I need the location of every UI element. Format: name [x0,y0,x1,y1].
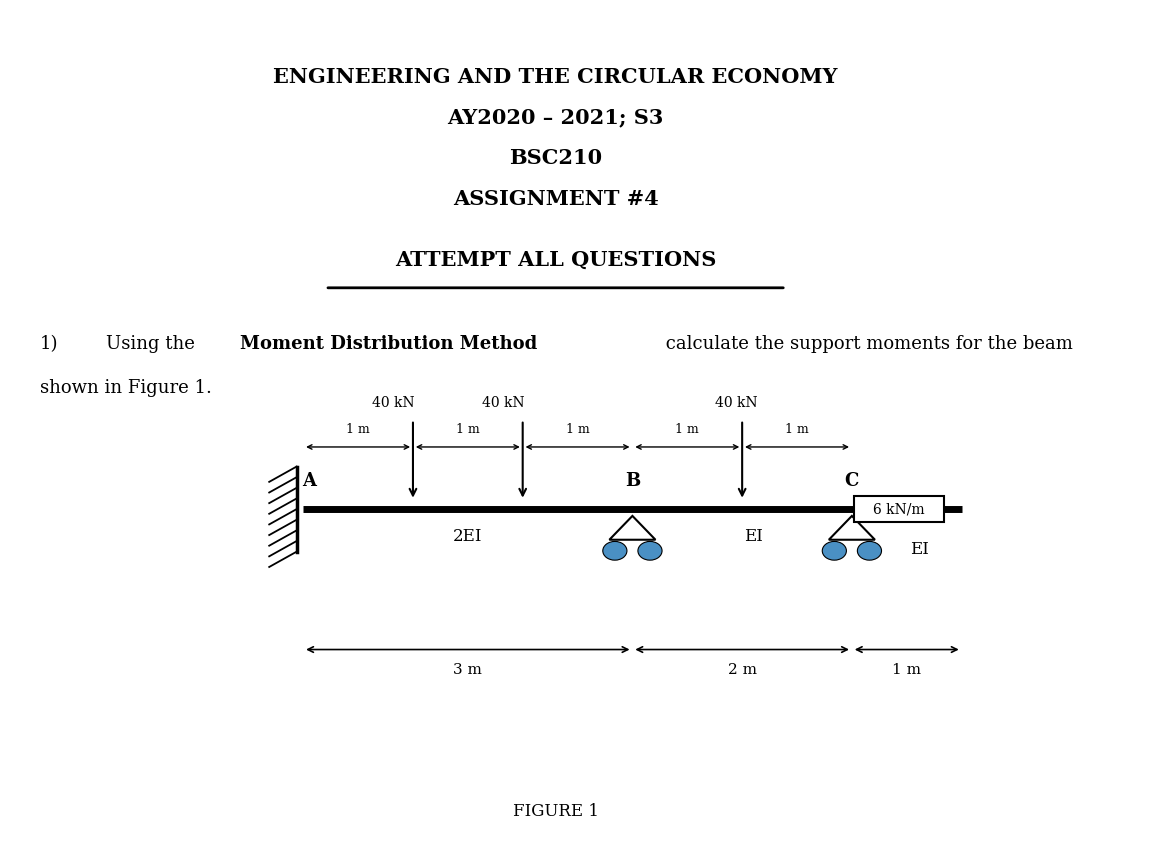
Text: 6 kN/m: 6 kN/m [873,502,925,516]
Text: 3 m: 3 m [454,663,483,677]
Text: 1 m: 1 m [892,663,921,677]
Text: FIGURE 1: FIGURE 1 [513,803,599,820]
Text: BSC210: BSC210 [509,148,602,168]
Text: 40 kN: 40 kN [481,395,524,409]
Text: C: C [844,472,860,490]
Text: AY2020 – 2021; S3: AY2020 – 2021; S3 [448,107,664,127]
Circle shape [822,541,847,561]
Circle shape [638,541,662,561]
Text: A: A [302,472,316,490]
Text: 1 m: 1 m [675,423,699,436]
Circle shape [603,541,626,561]
Text: 40 kN: 40 kN [372,395,414,409]
Text: ASSIGNMENT #4: ASSIGNMENT #4 [452,189,659,209]
Text: shown in Figure 1.: shown in Figure 1. [39,379,212,397]
Text: ATTEMPT ALL QUESTIONS: ATTEMPT ALL QUESTIONS [394,249,716,270]
Text: 1): 1) [39,335,58,353]
Text: 40 kN: 40 kN [716,395,757,409]
Text: EI: EI [911,541,929,559]
Text: calculate the support moments for the beam: calculate the support moments for the be… [660,335,1073,353]
Text: EI: EI [744,528,762,545]
Circle shape [857,541,882,561]
Text: 1 m: 1 m [785,423,809,436]
Text: 2EI: 2EI [454,528,483,545]
Text: ENGINEERING AND THE CIRCULAR ECONOMY: ENGINEERING AND THE CIRCULAR ECONOMY [274,67,838,87]
Text: B: B [625,472,640,490]
Text: 1 m: 1 m [346,423,370,436]
Text: Using the: Using the [106,335,201,353]
FancyBboxPatch shape [854,497,944,522]
Text: 1 m: 1 m [456,423,480,436]
Text: 2 m: 2 m [727,663,756,677]
Text: 1 m: 1 m [566,423,589,436]
Text: Moment Distribution Method: Moment Distribution Method [240,335,537,353]
